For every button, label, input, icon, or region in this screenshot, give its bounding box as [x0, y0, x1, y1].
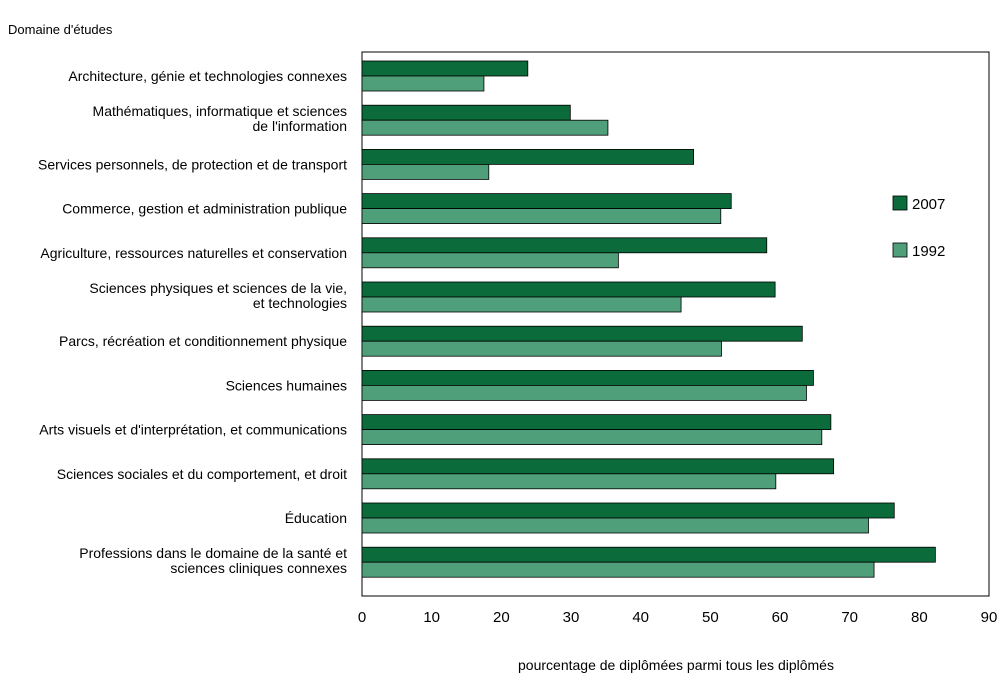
x-tick-label-40: 40: [632, 609, 649, 626]
bar-1992-3: [361, 208, 722, 225]
bar-1992-4: [361, 252, 619, 269]
bars-group: [361, 60, 936, 578]
category-label-1-1: de l'information: [253, 118, 348, 134]
x-tick-label-70: 70: [841, 609, 858, 626]
bar-2007-4: [361, 237, 768, 254]
x-axis-title: pourcentage de diplômées parmi tous les …: [518, 657, 834, 673]
category-label-7-0: Sciences humaines: [226, 377, 347, 393]
x-tick-labels: 0 10 20 30 40 50 60 70 80 90: [358, 609, 998, 626]
bar-1992-6: [361, 340, 722, 357]
bar-2007-7: [361, 369, 814, 386]
category-label-6-0: Parcs, récréation et conditionnement phy…: [59, 333, 347, 349]
legend-swatch-1992: [892, 242, 908, 258]
category-label-9-0: Sciences sociales et du comportement, et…: [57, 466, 347, 482]
bar-2007-8: [361, 414, 832, 431]
bar-2007-3: [361, 193, 732, 210]
bar-2007-5: [361, 281, 776, 298]
category-label-8-0: Arts visuels et d'interprétation, et com…: [39, 422, 347, 438]
x-tick-label-90: 90: [981, 609, 998, 626]
bar-2007-9: [361, 458, 835, 475]
bar-1992-7: [361, 384, 807, 401]
x-tick-label-20: 20: [493, 609, 510, 626]
bar-2007-6: [361, 325, 803, 342]
category-label-11-1: sciences cliniques connexes: [170, 560, 347, 576]
x-tick-label-10: 10: [423, 609, 440, 626]
bar-2007-10: [361, 502, 895, 519]
x-tick-label-0: 0: [358, 609, 366, 626]
category-label-4-0: Agriculture, ressources naturelles et co…: [40, 245, 347, 261]
bar-1992-10: [361, 517, 869, 534]
bar-1992-11: [361, 561, 875, 578]
x-tick-label-50: 50: [702, 609, 719, 626]
category-label-3-0: Commerce, gestion et administration publ…: [62, 201, 347, 217]
y-axis-title: Domaine d'études: [8, 22, 113, 37]
bar-2007-0: [361, 60, 529, 77]
bar-2007-1: [361, 104, 571, 121]
bar-1992-1: [361, 119, 609, 136]
category-label-10-0: Éducation: [285, 510, 347, 526]
x-tick-label-60: 60: [772, 609, 789, 626]
bar-2007-2: [361, 148, 695, 165]
legend-label-2007: 2007: [912, 196, 945, 213]
bar-1992-9: [361, 473, 777, 490]
category-label-2-0: Services personnels, de protection et de…: [38, 156, 347, 172]
category-label-5-0: Sciences physiques et sciences de la vie…: [89, 280, 347, 296]
category-label-0-0: Architecture, génie et technologies conn…: [68, 68, 347, 84]
bar-1992-5: [361, 296, 682, 313]
category-label-5-1: et technologies: [253, 295, 347, 311]
bar-1992-2: [361, 163, 490, 180]
category-label-11-0: Professions dans le domaine de la santé …: [79, 545, 347, 561]
category-label-1-0: Mathématiques, informatique et sciences: [93, 103, 347, 119]
legend-swatch-2007: [892, 195, 908, 211]
bar-1992-0: [361, 75, 485, 92]
legend-label-1992: 1992: [912, 243, 945, 260]
bar-1992-8: [361, 429, 823, 446]
category-labels: Architecture, génie et technologies conn…: [38, 68, 347, 576]
x-tick-label-30: 30: [563, 609, 580, 626]
plot-frame: [361, 51, 990, 597]
x-tick-label-80: 80: [911, 609, 928, 626]
bar-2007-11: [361, 546, 936, 563]
legend: 2007 1992: [892, 195, 945, 260]
